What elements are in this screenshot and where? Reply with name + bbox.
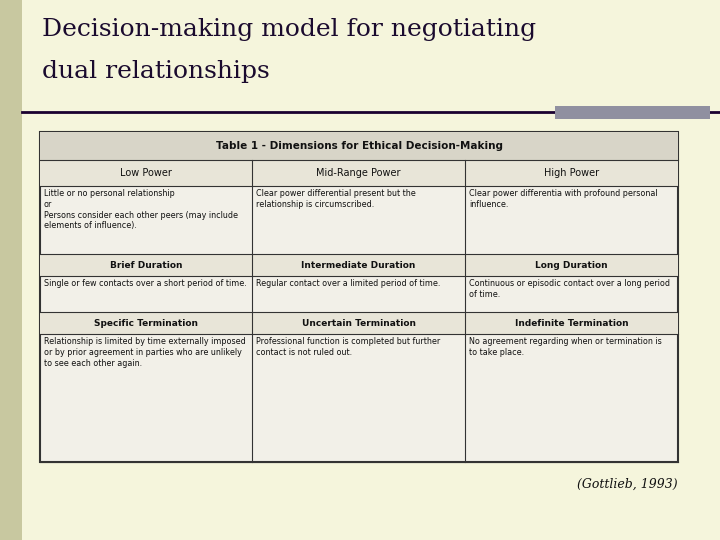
Bar [555,106,710,119]
Bar [40,160,678,186]
Text: No agreement regarding when or termination is
to take place.: No agreement regarding when or terminati… [469,337,662,357]
Text: dual relationships: dual relationships [42,60,270,83]
Bar [40,312,678,334]
Bar [40,132,678,160]
Text: (Gottlieb, 1993): (Gottlieb, 1993) [577,478,678,491]
Text: Brief Duration: Brief Duration [109,260,182,269]
Text: Continuous or episodic contact over a long period
of time.: Continuous or episodic contact over a lo… [469,279,670,299]
Text: Specific Termination: Specific Termination [94,319,198,327]
Text: Intermediate Duration: Intermediate Duration [301,260,415,269]
Text: Table 1 - Dimensions for Ethical Decision-Making: Table 1 - Dimensions for Ethical Decisio… [215,141,503,151]
Bar [40,132,678,462]
Text: Uncertain Termination: Uncertain Termination [302,319,415,327]
Text: Relationship is limited by time externally imposed
or by prior agreement in part: Relationship is limited by time external… [44,337,246,368]
Text: Clear power differential present but the
relationship is circumscribed.: Clear power differential present but the… [256,189,415,209]
Text: Regular contact over a limited period of time.: Regular contact over a limited period of… [256,279,441,288]
Text: Mid-Range Power: Mid-Range Power [316,168,401,178]
Bar [0,0,22,540]
Text: Professional function is completed but further
contact is not ruled out.: Professional function is completed but f… [256,337,440,357]
Text: Clear power differentia with profound personal
influence.: Clear power differentia with profound pe… [469,189,657,209]
Text: Low Power: Low Power [120,168,172,178]
Text: Little or no personal relationship
or
Persons consider each other peers (may inc: Little or no personal relationship or Pe… [44,189,238,230]
Text: Long Duration: Long Duration [535,260,608,269]
Bar [40,254,678,276]
Text: High Power: High Power [544,168,599,178]
Text: Decision-making model for negotiating: Decision-making model for negotiating [42,18,536,41]
Text: Indefinite Termination: Indefinite Termination [515,319,629,327]
Text: Single or few contacts over a short period of time.: Single or few contacts over a short peri… [44,279,247,288]
